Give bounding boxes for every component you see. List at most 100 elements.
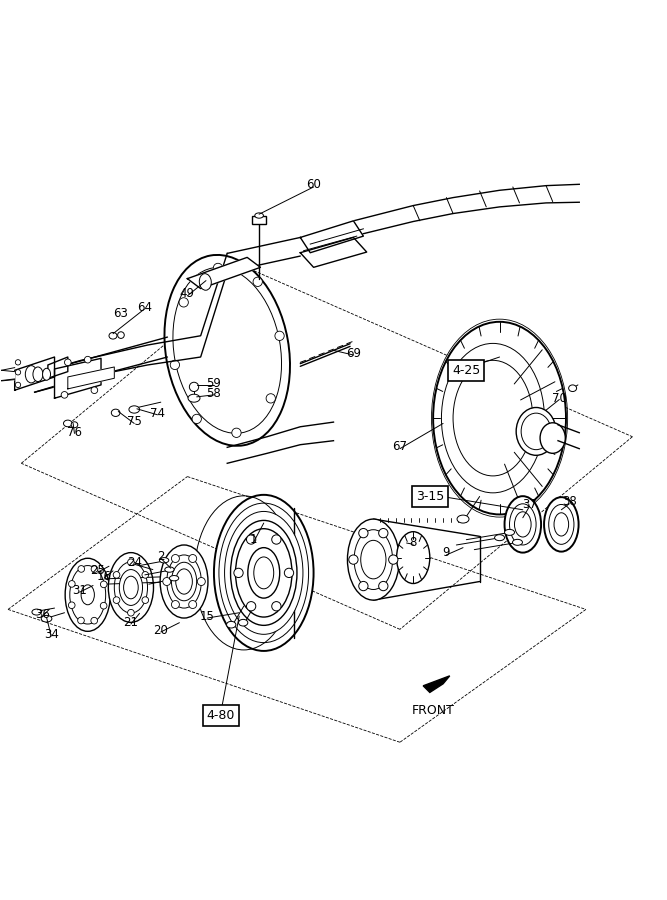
Ellipse shape [569, 385, 576, 392]
Polygon shape [55, 358, 101, 398]
Circle shape [171, 554, 179, 562]
Polygon shape [300, 238, 367, 267]
Ellipse shape [433, 322, 566, 515]
Ellipse shape [108, 553, 153, 623]
Polygon shape [68, 367, 114, 389]
Text: 4-25: 4-25 [452, 364, 480, 377]
Circle shape [271, 535, 281, 544]
Text: 34: 34 [44, 628, 59, 641]
Ellipse shape [25, 365, 37, 382]
Circle shape [142, 597, 149, 603]
Circle shape [78, 565, 85, 572]
Ellipse shape [32, 609, 41, 615]
Ellipse shape [225, 511, 303, 634]
Text: 38: 38 [562, 495, 577, 508]
Ellipse shape [165, 255, 290, 446]
Circle shape [15, 360, 21, 365]
Circle shape [349, 555, 358, 564]
Text: 36: 36 [35, 608, 50, 621]
Ellipse shape [160, 545, 208, 618]
Circle shape [127, 609, 134, 617]
Circle shape [379, 528, 388, 538]
Circle shape [101, 581, 107, 588]
Text: 60: 60 [306, 178, 321, 191]
Circle shape [275, 331, 284, 340]
Text: 8: 8 [410, 536, 417, 550]
Polygon shape [48, 357, 68, 378]
Circle shape [61, 392, 68, 398]
Ellipse shape [540, 423, 566, 454]
Ellipse shape [214, 495, 313, 651]
Ellipse shape [109, 332, 117, 339]
Ellipse shape [442, 344, 544, 493]
Circle shape [266, 393, 275, 403]
Text: 37: 37 [522, 498, 537, 511]
Circle shape [192, 414, 201, 424]
Circle shape [232, 428, 241, 437]
Ellipse shape [63, 420, 72, 427]
Circle shape [91, 617, 97, 624]
Circle shape [85, 356, 91, 363]
Ellipse shape [239, 619, 248, 626]
Text: 4-80: 4-80 [206, 709, 235, 722]
Text: 9: 9 [443, 546, 450, 560]
Ellipse shape [129, 406, 139, 413]
Polygon shape [187, 257, 260, 289]
Text: 15: 15 [200, 609, 215, 623]
Ellipse shape [235, 528, 292, 617]
Text: FRONT: FRONT [412, 704, 455, 716]
Text: 1: 1 [250, 533, 257, 546]
Circle shape [91, 566, 98, 572]
Circle shape [179, 298, 188, 307]
Ellipse shape [117, 332, 124, 338]
Circle shape [284, 568, 293, 578]
Circle shape [271, 601, 281, 611]
Ellipse shape [159, 558, 169, 562]
Circle shape [189, 554, 197, 562]
Text: 63: 63 [113, 307, 128, 320]
Circle shape [234, 568, 243, 578]
Ellipse shape [544, 497, 578, 552]
Ellipse shape [33, 367, 43, 382]
Circle shape [213, 264, 223, 273]
Polygon shape [1, 370, 15, 381]
Ellipse shape [65, 558, 110, 631]
Ellipse shape [169, 575, 179, 580]
Circle shape [389, 555, 398, 564]
Circle shape [127, 559, 134, 565]
Circle shape [15, 382, 21, 388]
Text: 24: 24 [127, 556, 141, 570]
Circle shape [65, 359, 71, 365]
Ellipse shape [43, 368, 51, 381]
Text: 49: 49 [180, 287, 195, 301]
Ellipse shape [119, 570, 143, 606]
Circle shape [359, 528, 368, 538]
Circle shape [247, 601, 255, 611]
Text: 59: 59 [207, 377, 221, 390]
Circle shape [113, 572, 120, 578]
Circle shape [189, 600, 197, 608]
Text: 69: 69 [346, 347, 361, 360]
Circle shape [142, 572, 149, 578]
Ellipse shape [231, 520, 297, 625]
Ellipse shape [494, 535, 504, 541]
Circle shape [100, 602, 107, 609]
Ellipse shape [504, 496, 541, 553]
Polygon shape [423, 676, 450, 692]
Ellipse shape [165, 567, 174, 572]
Polygon shape [15, 357, 55, 391]
Ellipse shape [71, 422, 78, 427]
Circle shape [253, 277, 262, 286]
Circle shape [91, 387, 97, 393]
Text: 74: 74 [150, 407, 165, 420]
Text: 64: 64 [137, 301, 151, 314]
Text: 70: 70 [552, 392, 567, 405]
Ellipse shape [348, 519, 400, 600]
Circle shape [359, 581, 368, 590]
Circle shape [247, 535, 255, 544]
Text: 3-15: 3-15 [416, 490, 444, 503]
Text: 21: 21 [123, 616, 139, 629]
Text: 76: 76 [67, 426, 82, 438]
Ellipse shape [361, 540, 386, 579]
Ellipse shape [111, 410, 120, 417]
